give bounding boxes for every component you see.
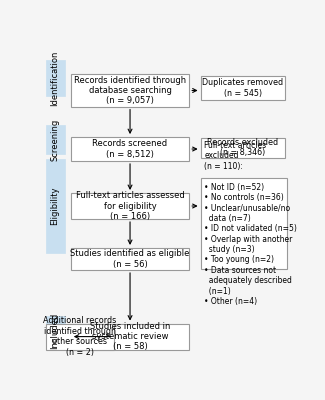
Text: Duplicates removed
(n = 545): Duplicates removed (n = 545) <box>202 78 283 98</box>
Text: Studies included in
systematic review
(n = 58): Studies included in systematic review (n… <box>90 322 170 352</box>
FancyBboxPatch shape <box>71 193 189 219</box>
FancyBboxPatch shape <box>71 137 189 161</box>
FancyBboxPatch shape <box>201 76 285 100</box>
Text: Screening: Screening <box>51 119 59 161</box>
Text: Identification: Identification <box>51 50 59 106</box>
Text: Full-text articles assessed
for eligibility
(n = 166): Full-text articles assessed for eligibil… <box>76 191 184 221</box>
Text: Records screened
(n = 8,512): Records screened (n = 8,512) <box>93 139 168 159</box>
FancyBboxPatch shape <box>46 60 65 96</box>
Text: Records identified through
database searching
(n = 9,057): Records identified through database sear… <box>74 76 186 106</box>
FancyBboxPatch shape <box>201 138 285 158</box>
FancyBboxPatch shape <box>46 125 65 154</box>
Text: Additional records
identified through
other sources
(n = 2): Additional records identified through ot… <box>43 316 116 357</box>
FancyBboxPatch shape <box>71 248 189 270</box>
Text: Studies identified as eligible
(n = 56): Studies identified as eligible (n = 56) <box>70 249 190 269</box>
FancyBboxPatch shape <box>71 74 189 107</box>
Text: Included: Included <box>51 313 59 350</box>
Text: Eligibility: Eligibility <box>51 187 59 225</box>
FancyBboxPatch shape <box>71 324 189 350</box>
FancyBboxPatch shape <box>201 178 287 269</box>
FancyBboxPatch shape <box>46 159 65 253</box>
Text: Full-text articles
excluded
(n = 110):

• Not ID (n=52)
• No controls (n=36)
• U: Full-text articles excluded (n = 110): •… <box>204 141 297 306</box>
Text: Records excluded
(n = 8,346): Records excluded (n = 8,346) <box>207 138 278 158</box>
FancyBboxPatch shape <box>46 324 114 350</box>
FancyBboxPatch shape <box>46 316 65 347</box>
